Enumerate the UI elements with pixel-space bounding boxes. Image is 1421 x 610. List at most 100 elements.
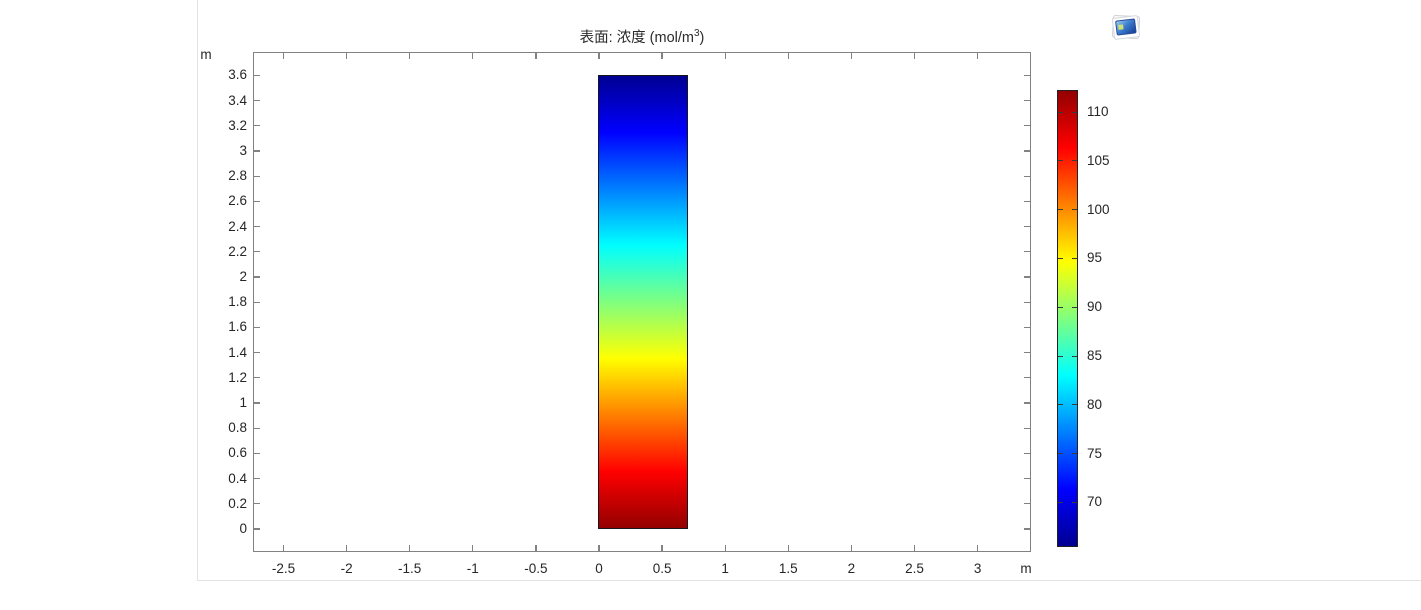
y-tick-mark-right (1024, 503, 1031, 505)
y-tick-label: 3.6 (228, 67, 247, 83)
x-tick-mark (598, 545, 600, 552)
y-tick-label: 3.2 (228, 117, 247, 133)
colorbar-tick-mark-right (1072, 404, 1077, 406)
colorbar-tick-mark (1058, 501, 1063, 503)
y-tick-mark (253, 276, 260, 278)
colorbar-tick-mark-right (1072, 160, 1077, 162)
y-tick-mark (253, 301, 260, 303)
y-tick-label: 1.4 (228, 344, 247, 360)
x-tick-mark-top (724, 52, 726, 59)
y-tick-label: 0 (239, 521, 247, 536)
y-tick-label: 1.6 (228, 319, 247, 335)
y-tick-mark-right (1024, 427, 1031, 429)
y-tick-mark (253, 125, 260, 127)
x-tick-mark-top (472, 52, 474, 59)
x-tick-mark-top (850, 52, 853, 59)
y-tick-mark (253, 99, 260, 102)
y-tick-mark (253, 351, 260, 354)
y-tick-mark-right (1024, 402, 1031, 404)
x-tick-mark (787, 545, 789, 552)
y-tick-label: 1.2 (228, 369, 247, 385)
x-tick-label: -0.5 (524, 561, 548, 576)
y-tick-label: 2.8 (228, 168, 247, 184)
colorbar-tick-mark (1058, 257, 1063, 259)
colorbar-tick-label: 90 (1087, 299, 1103, 315)
y-tick-mark-right (1024, 452, 1031, 455)
x-tick-mark (724, 545, 726, 552)
x-tick-mark-top (535, 52, 537, 59)
x-tick-mark-top (976, 52, 979, 59)
x-tick-mark-top (345, 52, 348, 59)
x-axis-unit: m (1020, 561, 1032, 576)
y-tick-mark-right (1024, 301, 1031, 303)
y-tick-mark (253, 477, 260, 480)
y-tick-mark (253, 175, 260, 177)
x-tick-mark-top (661, 52, 663, 59)
x-tick-mark (535, 545, 537, 552)
x-tick-mark (472, 545, 474, 552)
y-tick-label: 3 (239, 143, 247, 158)
y-tick-mark-right (1024, 351, 1031, 354)
x-tick-mark (345, 545, 348, 552)
panel-divider-bottom (197, 580, 1421, 581)
y-tick-mark-right (1024, 377, 1031, 379)
x-tick-mark (913, 545, 916, 552)
colorbar-tick-mark (1058, 160, 1063, 162)
colorbar-tick-mark-right (1072, 306, 1077, 308)
colorbar-tick-mark (1058, 209, 1063, 211)
colorbar-tick-mark-right (1072, 501, 1077, 503)
y-tick-mark-right (1024, 150, 1031, 152)
x-tick-label: 0 (595, 561, 603, 576)
colorbar-tick-label: 85 (1087, 348, 1103, 363)
x-tick-label: 1 (721, 561, 729, 576)
x-tick-label: -2.5 (271, 561, 296, 576)
y-tick-mark (253, 326, 260, 329)
x-tick-label: 0.5 (652, 561, 672, 576)
y-tick-label: 0.4 (228, 470, 247, 486)
y-tick-mark-right (1024, 225, 1031, 228)
y-tick-mark (253, 225, 260, 228)
y-tick-mark-right (1024, 125, 1031, 127)
x-tick-mark-top (409, 52, 411, 59)
x-tick-label: 2 (847, 561, 856, 576)
y-tick-label: 3.4 (228, 92, 247, 108)
x-tick-mark (282, 545, 285, 552)
y-tick-mark (253, 251, 260, 253)
y-tick-mark-right (1024, 74, 1031, 77)
plot-title-superscript: 3 (693, 28, 700, 40)
plot-title-text: 表面: 浓度 (mol/m (579, 30, 694, 46)
y-tick-mark-right (1024, 99, 1031, 102)
plot-image-icon-svg (1111, 14, 1141, 40)
colorbar-tick-mark (1058, 111, 1063, 113)
y-tick-label: 0.6 (228, 445, 247, 461)
colorbar-tick-label: 95 (1087, 250, 1103, 266)
x-tick-label: 3 (973, 561, 982, 576)
y-tick-mark (253, 150, 260, 152)
y-tick-mark-right (1024, 477, 1031, 480)
x-tick-label: -1.5 (398, 561, 422, 576)
plot-image-icon[interactable] (1108, 13, 1144, 43)
y-tick-mark (253, 452, 260, 455)
colorbar-tick-mark-right (1072, 453, 1077, 455)
y-tick-mark (253, 427, 260, 429)
plot-title: 表面: 浓度 (mol/m3) (253, 26, 1031, 47)
colorbar (1057, 90, 1078, 547)
x-tick-label: 1.5 (778, 561, 798, 576)
y-tick-label: 0.8 (228, 420, 247, 436)
colorbar-tick-mark-right (1072, 209, 1077, 211)
y-tick-label: 1.8 (228, 294, 247, 310)
colorbar-tick-label: 75 (1087, 445, 1103, 461)
y-tick-mark-right (1024, 251, 1031, 253)
x-tick-mark-top (282, 52, 285, 59)
y-tick-mark-right (1024, 528, 1031, 530)
plot-title-suffix: ) (699, 30, 705, 46)
colorbar-tick-mark (1058, 453, 1063, 455)
x-tick-mark (409, 545, 411, 552)
y-axis-unit: m (200, 47, 212, 62)
x-tick-label: 2.5 (905, 561, 924, 576)
y-tick-label: 0.2 (228, 495, 247, 511)
x-tick-mark (850, 545, 853, 552)
y-tick-label: 2.6 (228, 193, 247, 209)
colorbar-tick-label: 105 (1087, 152, 1110, 168)
colorbar-tick-mark-right (1072, 257, 1077, 259)
